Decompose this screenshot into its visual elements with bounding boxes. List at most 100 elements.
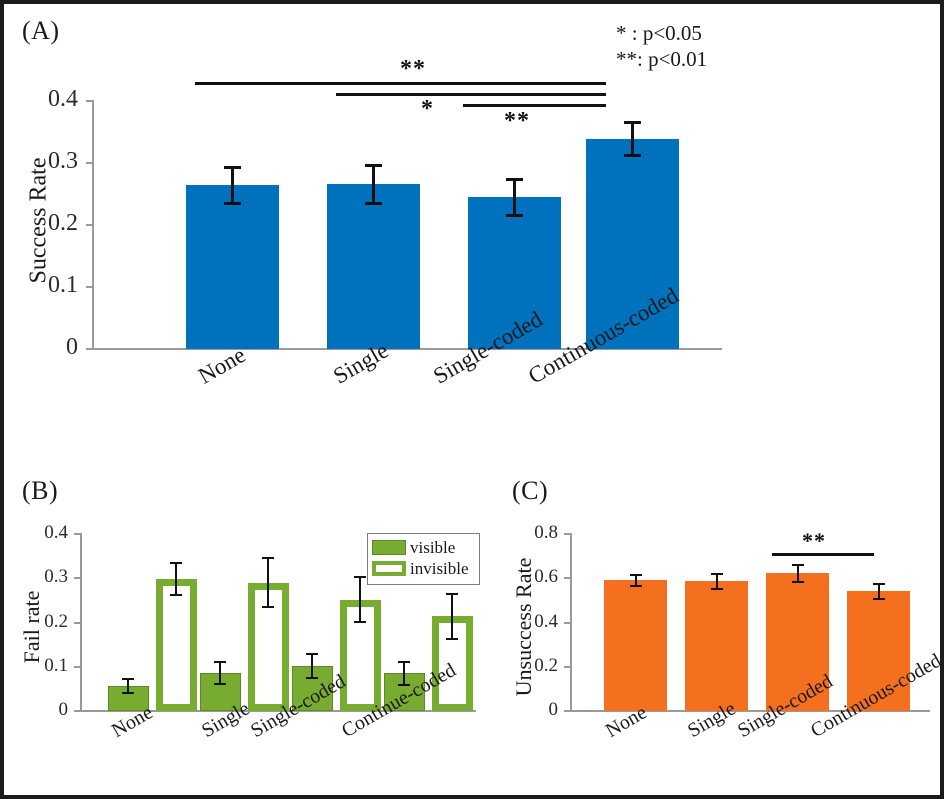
panel-b-errorbar-none-invisible <box>175 563 177 596</box>
panel-c-plot: 0.8 0.6 0.4 0.2 0 Unsuccess Rate ** None… <box>484 464 940 795</box>
panel-b-ytick-0 <box>74 710 81 712</box>
panel-b-ytick-label-4: 0.4 <box>44 522 68 543</box>
panel-b-ytick-label-0: 0 <box>58 699 69 720</box>
p-value-note-line2: **: p<0.01 <box>616 47 708 71</box>
panel-b-y-axis-label: Fail rate <box>19 590 44 664</box>
panel-b-errorbar-none-visible <box>127 679 129 694</box>
p-value-note: * : p<0.05 **: p<0.01 <box>616 20 707 72</box>
panel-c-errorbar-single-coded <box>797 565 799 582</box>
panel-c-errorcap-none-bottom <box>630 585 642 587</box>
panel-c-bar-none <box>604 580 667 711</box>
panel-a-ytick-0.1 <box>86 286 94 288</box>
panel-c-errorcap-continuous-coded-bottom <box>873 598 885 600</box>
panel-b-ytick-0.1 <box>74 666 81 668</box>
panel-a-errorbar-none <box>231 167 234 204</box>
panel-c-x-axis <box>570 710 930 712</box>
panel-b-ytick-0.4 <box>74 533 81 535</box>
panel-b-ytick-label-1: 0.1 <box>44 655 68 676</box>
panel-c-errorcap-continuous-coded-top <box>873 583 885 585</box>
panel-c-letter: (C) <box>512 476 549 505</box>
legend-swatch-visible-icon <box>372 540 406 555</box>
panel-a-errorcap-single-bottom <box>365 202 382 205</box>
panel-a-ytick-label-4: 0.4 <box>48 86 78 112</box>
panel-a-sig-bracket-1 <box>336 93 606 96</box>
panel-b-errorbar-continue-coded-visible <box>403 662 405 685</box>
panel-a-bar-continuous-coded <box>586 139 679 349</box>
panel-a-errorcap-none-bottom <box>224 202 241 205</box>
panel-c-bar-single <box>685 581 748 711</box>
panel-b-legend-row-visible: visible <box>372 537 474 558</box>
panel-a-sig-star-2: ** <box>504 108 530 134</box>
panel-a-sig-star-0: ** <box>400 56 426 82</box>
panel-c-bar-continuous-coded <box>847 591 910 711</box>
panel-a-letter: (A) <box>22 16 60 45</box>
panel-a-errorcap-single-coded-bottom <box>506 214 523 217</box>
panel-a-errorbar-single-coded <box>513 179 516 216</box>
panel-a-y-axis-label: Success Rate <box>25 157 52 284</box>
panel-a-sig-bracket-2 <box>463 104 606 107</box>
panel-b-errorcap-continue-coded-visible-bottom <box>398 684 410 686</box>
panel-c-errorcap-none-top <box>630 574 642 576</box>
panel-b-errorbar-single-invisible <box>267 558 269 608</box>
panel-a-errorcap-none-top <box>224 166 241 169</box>
panel-c-ytick-label-2: 0.4 <box>534 611 558 632</box>
panel-b-letter: (B) <box>22 476 59 505</box>
panel-a-ytick-0.3 <box>86 162 94 164</box>
panel-b-errorbar-single-coded-invisible <box>359 577 361 622</box>
panel-c-errorcap-single-coded-bottom <box>792 581 804 583</box>
panel-a-ytick-label-3: 0.3 <box>48 148 78 174</box>
panel-b-legend: visible invisible <box>367 533 480 585</box>
panel-a-errorbar-single <box>372 165 375 204</box>
panel-b-errorcap-none-invisible-top <box>170 562 182 564</box>
panel-b-errorcap-single-coded-invisible-top <box>354 576 366 578</box>
panel-a-x-axis <box>92 348 722 350</box>
panel-a-errorcap-single-coded-top <box>506 178 523 181</box>
panel-b-errorbar-continue-coded-invisible <box>451 594 453 639</box>
panel-b-bar-none-invisible <box>156 579 197 711</box>
panel-c-errorcap-single-coded-top <box>792 564 804 566</box>
panel-c-errorbar-continuous-coded <box>878 584 880 599</box>
panel-b-errorbar-single-visible <box>219 662 221 684</box>
panel-b-ytick-label-2: 0.2 <box>44 611 68 632</box>
panel-b-errorcap-single-invisible-bottom <box>262 606 274 608</box>
p-value-note-line1: * : p<0.05 <box>616 21 702 45</box>
panel-b-errorcap-single-coded-invisible-bottom <box>354 621 366 623</box>
panel-b-errorcap-none-visible-bottom <box>122 692 134 694</box>
panel-c-ytick-0.6 <box>564 577 571 579</box>
panel-c-ytick-0.8 <box>564 533 571 535</box>
panel-a-errorcap-single-top <box>365 164 382 167</box>
panel-a-ytick-label-1: 0.1 <box>48 272 78 298</box>
panel-c-errorcap-single-bottom <box>711 588 723 590</box>
panel-a-sig-star-1: * <box>421 96 434 122</box>
panel-b-legend-label-invisible: invisible <box>410 559 469 578</box>
panel-b-errorcap-single-coded-visible-top <box>306 653 318 655</box>
panel-b-errorcap-single-coded-visible-bottom <box>306 677 318 679</box>
panel-c-ytick-0.4 <box>564 622 571 624</box>
panel-b-legend-label-visible: visible <box>410 538 456 557</box>
panel-c-ytick-0.2 <box>564 666 571 668</box>
panel-b-plot: 0.4 0.3 0.2 0.1 0 Fail rate <box>4 464 484 795</box>
panel-b-errorcap-none-invisible-bottom <box>170 594 182 596</box>
panel-b-errorcap-continue-coded-invisible-top <box>446 593 458 595</box>
panel-b-legend-row-invisible: invisible <box>372 558 474 579</box>
panel-c-ytick-label-3: 0.6 <box>534 566 558 587</box>
panel-b-ytick-0.2 <box>74 622 81 624</box>
panel-b-errorbar-single-coded-visible <box>311 654 313 678</box>
panel-c-errorbar-none <box>635 575 637 586</box>
panel-c-ytick-0 <box>564 710 571 712</box>
panel-c-errorbar-single <box>716 574 718 589</box>
panel-b-errorcap-continue-coded-invisible-bottom <box>446 638 458 640</box>
panel-a-ytick-label-0: 0 <box>66 334 78 360</box>
panel-a-errorbar-continuous-coded <box>631 122 634 156</box>
panel-a-errorcap-continuous-coded-bottom <box>624 154 641 157</box>
panel-b-bar-single-invisible <box>248 583 289 711</box>
panel-c-ytick-label-4: 0.8 <box>534 522 558 543</box>
panel-a-errorcap-continuous-coded-top <box>624 121 641 124</box>
panel-b-errorcap-continue-coded-visible-top <box>398 661 410 663</box>
panel-c-ytick-label-1: 0.2 <box>534 655 558 676</box>
panel-c-sig-star-0: ** <box>802 528 826 553</box>
panel-a-bar-single <box>327 184 420 349</box>
panel-a-bar-none <box>186 185 279 349</box>
panel-c-y-axis-label: Unsuccess Rate <box>511 557 536 697</box>
panel-b-errorcap-single-visible-bottom <box>214 683 226 685</box>
